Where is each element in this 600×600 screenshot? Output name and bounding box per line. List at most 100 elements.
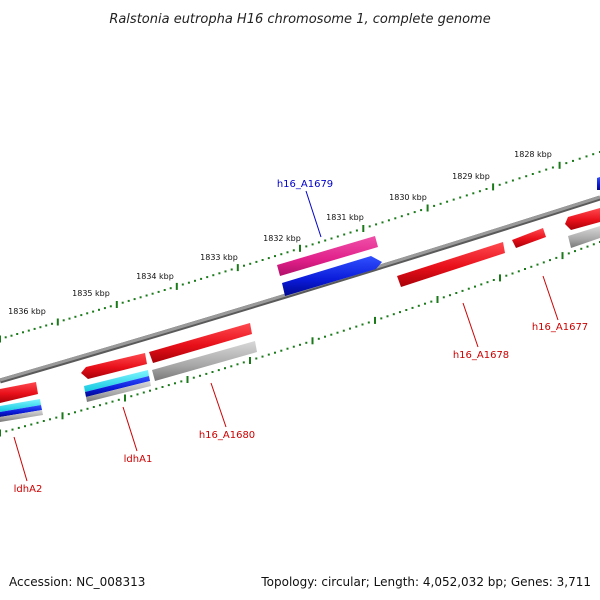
minor-tick — [542, 261, 545, 264]
minor-tick — [461, 289, 464, 292]
gene-ldhA1-blue[interactable] — [85, 376, 150, 397]
callout-h16-A1678 — [462, 302, 479, 348]
gene-ldhA2-cyan[interactable] — [0, 399, 41, 412]
minor-tick — [565, 162, 568, 165]
minor-tick — [336, 331, 339, 334]
minor-tick — [145, 294, 148, 297]
gene-label-ldhA2[interactable]: ldhA2 — [14, 484, 43, 495]
major-tick — [426, 204, 429, 212]
minor-tick — [330, 333, 333, 336]
minor-tick — [536, 263, 539, 266]
minor-tick — [224, 270, 227, 273]
minor-tick — [420, 209, 423, 212]
minor-tick — [130, 395, 133, 398]
major-tick — [0, 429, 1, 437]
minor-tick — [11, 428, 14, 431]
minor-tick — [274, 255, 276, 258]
tick-labels: 1836 kbp 1835 kbp 1834 kbp 1833 kbp 1832… — [8, 150, 552, 316]
minor-tick — [80, 314, 83, 317]
gene-h16-A1677-gray[interactable] — [568, 226, 600, 248]
minor-tick — [22, 331, 24, 334]
gene-h16-A1677-arrow-b[interactable] — [512, 228, 546, 248]
gene-h16-A1679-feature[interactable] — [277, 236, 378, 276]
minor-tick — [439, 202, 442, 205]
minor-tick — [342, 329, 345, 332]
minor-tick — [474, 285, 476, 288]
minor-tick — [381, 221, 384, 224]
tick-label: 1832 kbp — [263, 234, 301, 243]
major-tick — [558, 161, 561, 169]
callout-ldhA2 — [13, 436, 28, 482]
major-tick — [436, 296, 439, 303]
inner-tick-ring — [0, 241, 600, 437]
gene-ldhA2-arrow[interactable] — [0, 382, 38, 403]
minor-tick — [305, 341, 308, 344]
gene-ldhA1-cyan[interactable] — [84, 370, 149, 392]
minor-tick — [205, 372, 208, 375]
gene-label-h16-A1679[interactable]: h16_A1679 — [277, 179, 333, 190]
minor-tick — [249, 262, 252, 265]
minor-tick — [200, 277, 203, 280]
gene-h16-A1680-gray[interactable] — [152, 341, 257, 381]
minor-tick — [465, 194, 468, 197]
minor-tick — [243, 264, 245, 267]
minor-tick — [255, 260, 258, 263]
minor-tick — [224, 367, 226, 370]
minor-tick — [80, 409, 83, 412]
minor-tick — [36, 421, 39, 424]
gene-h16-A1678-arrow[interactable] — [397, 242, 505, 287]
minor-tick — [511, 272, 514, 275]
gene-ldhA2-blue[interactable] — [0, 405, 42, 417]
minor-tick — [452, 198, 455, 201]
minor-tick — [192, 376, 195, 379]
minor-tick — [149, 389, 151, 392]
minor-tick — [424, 302, 426, 305]
minor-tick — [455, 292, 458, 294]
gene-label-h16-A1678[interactable]: h16_A1678 — [453, 350, 509, 361]
major-tick — [56, 318, 59, 326]
minor-tick — [292, 345, 295, 348]
gene-h16-A1679-arrow[interactable] — [282, 256, 382, 296]
minor-tick — [368, 225, 371, 228]
minor-tick — [311, 243, 314, 246]
tick-label: 1828 kbp — [514, 150, 552, 159]
minor-tick — [472, 192, 475, 195]
minor-tick — [555, 256, 558, 259]
minor-tick — [459, 196, 462, 199]
minor-tick — [174, 382, 176, 385]
major-tick — [374, 316, 376, 324]
minor-tick — [133, 298, 136, 301]
gene-h16-A1677-arrow-a[interactable] — [565, 208, 600, 230]
minor-tick — [305, 245, 308, 248]
minor-tick — [99, 404, 101, 407]
minor-tick — [524, 268, 526, 270]
map-title: Ralstonia eutropha H16 chromosome 1, com… — [109, 12, 490, 27]
minor-tick — [5, 430, 8, 433]
minor-tick — [4, 336, 7, 339]
minor-tick — [343, 233, 346, 236]
minor-tick — [286, 347, 289, 350]
gene-ldhA1-gray[interactable] — [86, 381, 151, 402]
gene-label-h16-A1680[interactable]: h16_A1680 — [199, 430, 255, 441]
gene-ldhA1-arrow[interactable] — [81, 353, 147, 379]
minor-tick — [400, 215, 403, 218]
minor-tick — [380, 317, 383, 320]
minor-tick — [586, 245, 589, 248]
gene-ldhA2-gray[interactable] — [0, 410, 43, 422]
minor-tick — [161, 386, 164, 388]
gene-label-ldhA1[interactable]: ldhA1 — [124, 454, 153, 465]
major-tick — [175, 282, 178, 290]
minor-tick — [212, 274, 215, 277]
minor-tick — [194, 279, 196, 282]
minor-tick — [430, 300, 433, 303]
minor-tick — [592, 243, 595, 246]
major-tick — [299, 244, 301, 252]
minor-tick — [324, 335, 326, 338]
minor-tick — [530, 265, 533, 268]
gene-red-forward[interactable] — [597, 177, 600, 190]
gene-label-h16-A1677[interactable]: h16_A1677 — [532, 322, 588, 333]
gene-h16-A1680-arrow[interactable] — [149, 323, 252, 363]
minor-tick — [361, 323, 364, 326]
minor-tick — [39, 326, 42, 329]
minor-tick — [355, 229, 358, 232]
